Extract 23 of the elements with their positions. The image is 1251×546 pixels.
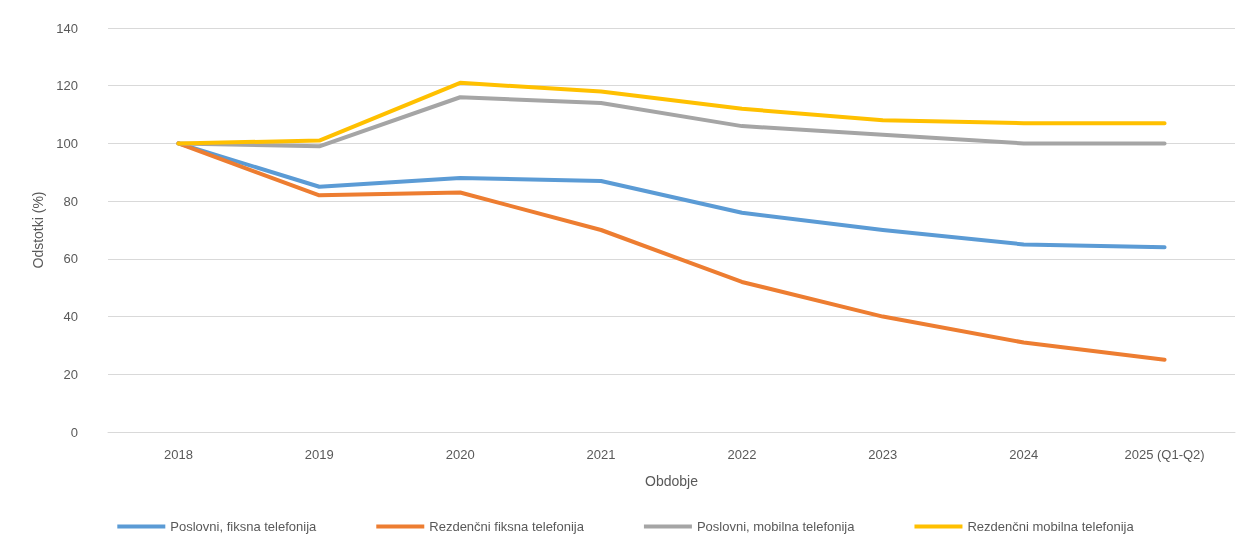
y-tick-label: 140 (56, 20, 78, 36)
legend-label: Rezdenčni fiksna telefonija (429, 519, 585, 534)
y-tick-label: 120 (56, 78, 78, 94)
y-tick-label: 100 (56, 135, 78, 151)
legend-label: Rezdenčni mobilna telefonija (967, 519, 1135, 534)
y-tick-label: 40 (63, 309, 78, 325)
y-tick-label: 20 (63, 366, 78, 382)
y-tick-label: 80 (63, 193, 78, 209)
x-tick-label: 2025 (Q1-Q2) (1124, 447, 1205, 462)
y-axis-title: Odstotki (%) (30, 191, 47, 269)
x-tick-label: 2020 (445, 447, 475, 462)
y-tick-label: 60 (63, 251, 78, 267)
line-series (176, 80, 1167, 146)
legend-label: Poslovni, fiksna telefonija (170, 519, 318, 534)
y-tick-label: 0 (70, 424, 78, 440)
x-tick-label: 2023 (868, 447, 898, 462)
legend-label: Poslovni, mobilna telefonija (696, 519, 856, 534)
x-tick-label: 2018 (163, 447, 193, 462)
x-tick-label: 2021 (586, 447, 616, 462)
x-tick-label: 2019 (304, 447, 334, 462)
x-tick-label: 2022 (727, 447, 757, 462)
x-tick-label: 2024 (1009, 447, 1039, 462)
x-axis-title: Obdobje (645, 473, 699, 489)
